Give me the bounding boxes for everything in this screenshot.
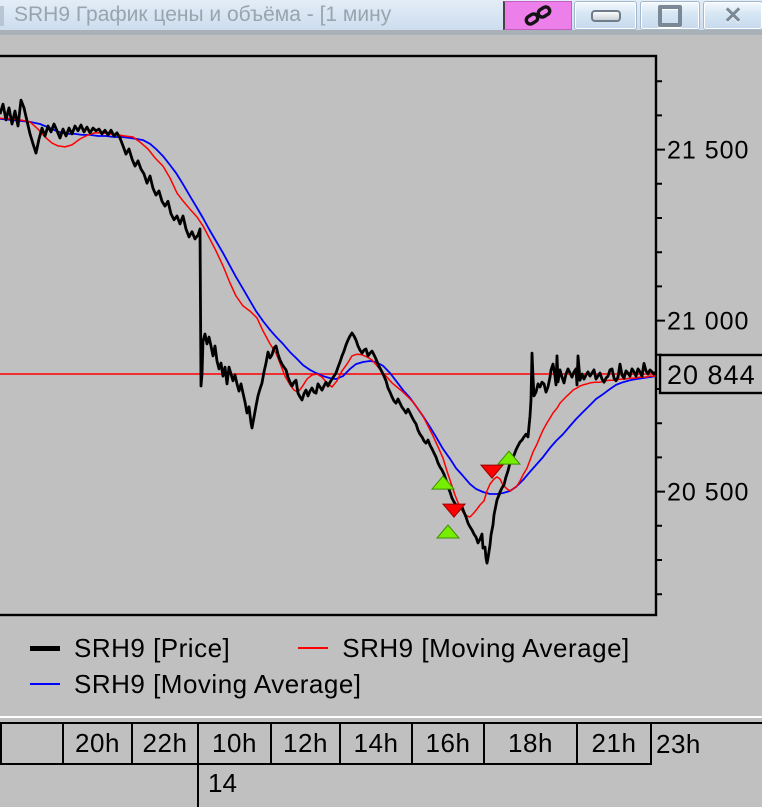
legend-label: SRH9 [Moving Average] <box>74 668 362 699</box>
panel-divider-highlight <box>0 716 762 718</box>
date-label: 14 <box>208 768 237 798</box>
current-price-value: 20 844 <box>667 360 756 390</box>
plot-border <box>0 54 658 617</box>
close-icon: ✕ <box>723 2 743 28</box>
time-scale-top-border <box>0 722 762 724</box>
chain-link-icon <box>524 4 552 26</box>
price-line <box>0 98 655 565</box>
time-cell: 16h <box>413 724 485 763</box>
link-button[interactable] <box>503 1 572 30</box>
current-price-badge: 20 844 <box>658 353 762 395</box>
chart-legend: SRH9 [Price] SRH9 [Moving Average] SRH9 … <box>30 630 730 702</box>
close-button[interactable]: ✕ <box>703 1 762 30</box>
minimize-icon <box>590 9 621 22</box>
time-cell: 12h <box>272 724 341 763</box>
price-line-swatch <box>30 645 60 651</box>
time-axis-row: 20h 22h 10h 12h 14h 16h 18h 21h <box>0 724 652 765</box>
signal-marker-layer <box>430 450 522 539</box>
buy-signal-icon <box>435 524 461 539</box>
legend-label: SRH9 [Moving Average] <box>342 632 630 663</box>
time-cell: 21h <box>578 724 652 763</box>
date-divider-line <box>197 765 199 807</box>
sell-signal-icon <box>441 503 467 518</box>
time-cell: 20h <box>64 724 133 763</box>
time-cell-outside: 23h <box>656 729 701 759</box>
y-tick-label: 21 000 <box>667 308 749 336</box>
legend-label: SRH9 [Price] <box>74 632 231 663</box>
time-cell: 18h <box>485 724 578 763</box>
title-bar: SRH9 График цены и объёма - [1 мину ✕ <box>0 0 762 31</box>
time-cell: 10h <box>199 724 272 763</box>
y-tick-label: 20 500 <box>667 479 749 507</box>
y-tick-label: 21 500 <box>667 137 749 165</box>
window-title: SRH9 График цены и объёма - [1 мину <box>14 3 392 26</box>
legend-item-ma-fast: SRH9 [Moving Average] <box>298 633 630 664</box>
window-icon <box>0 6 4 26</box>
maximize-button[interactable] <box>640 1 700 30</box>
ma-slow-swatch <box>30 683 60 685</box>
maximize-icon <box>658 4 682 27</box>
minimize-button[interactable] <box>574 1 637 30</box>
window-frame-edge <box>0 30 762 35</box>
moving-average-fast-line <box>0 117 655 518</box>
legend-item-price: SRH9 [Price] <box>30 633 230 664</box>
moving-average-slow-line <box>0 118 655 495</box>
y-axis-ticks <box>656 80 665 596</box>
time-cell: 22h <box>133 724 199 763</box>
time-cell: 14h <box>341 724 413 763</box>
sell-signal-icon <box>479 464 505 479</box>
buy-signal-icon <box>496 450 522 465</box>
legend-item-ma-slow: SRH9 [Moving Average] <box>30 669 362 700</box>
price-chart-canvas[interactable]: 21 500 21 000 20 500 20 844 <box>0 54 762 619</box>
time-cell <box>2 724 64 763</box>
ma-fast-swatch <box>298 647 329 649</box>
buy-signal-icon <box>430 475 456 490</box>
